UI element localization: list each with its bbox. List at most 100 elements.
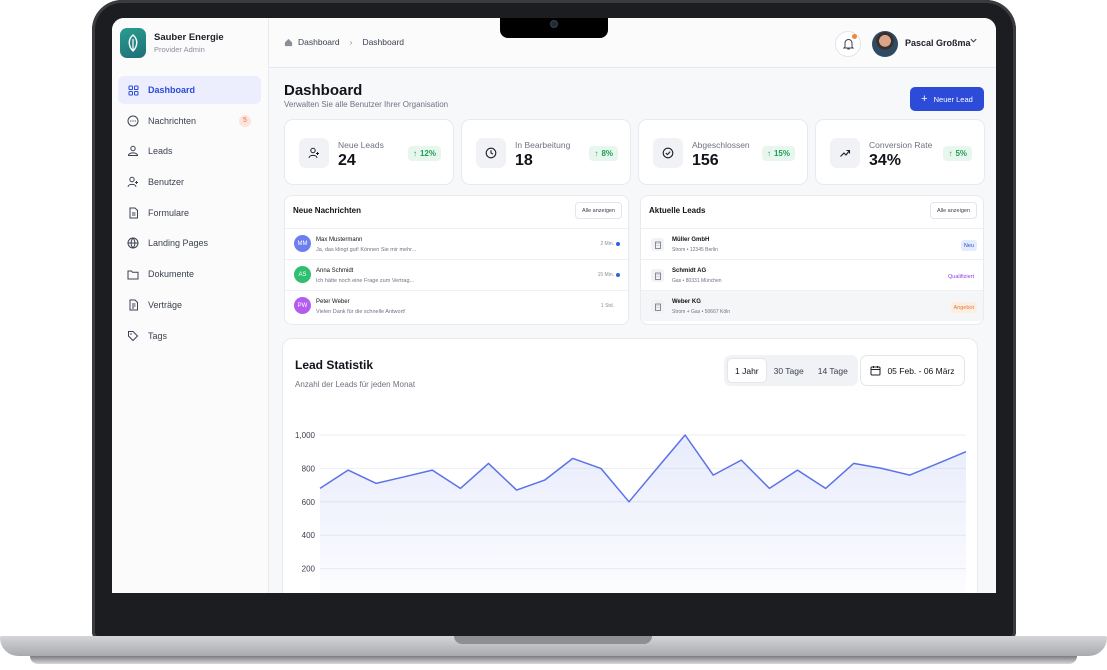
sidebar-item-nachrichten[interactable]: Nachrichten 5 — [118, 107, 261, 135]
y-tick-label: 200 — [302, 565, 316, 574]
leaf-logo-icon — [120, 28, 146, 58]
stat-card-conversion[interactable]: Conversion Rate 34% ↑ 5% — [815, 119, 985, 185]
lead-row[interactable]: Schmidt AG Gas • 80331 München Qualifizier… — [641, 259, 983, 290]
lead-detail: Gas • 80331 München — [672, 278, 722, 284]
arrow-up-icon: ↑ — [948, 149, 953, 158]
building-icon — [651, 238, 664, 251]
chat-icon — [126, 114, 140, 128]
series-area — [320, 435, 966, 593]
y-tick-label: 1,000 — [295, 431, 316, 440]
stat-card-in-progress[interactable]: In Bearbeitung 18 ↑ 8% — [461, 119, 631, 185]
grid-icon — [126, 83, 140, 97]
avatar[interactable] — [872, 31, 898, 57]
date-range-label: 05 Feb. - 06 März — [887, 365, 955, 376]
stat-label: Conversion Rate — [869, 140, 933, 150]
message-time: 1 Std. — [600, 303, 614, 309]
breadcrumb-item[interactable]: Dashboard — [298, 37, 340, 47]
user-plus-icon — [126, 175, 140, 189]
date-range-button[interactable]: 05 Feb. - 06 März — [860, 355, 965, 386]
chevron-down-icon[interactable] — [969, 36, 978, 45]
message-row[interactable]: MM Max Mustermann Ja, das klingt gut! Könn… — [285, 228, 628, 259]
arrow-up-icon: ↑ — [594, 149, 599, 158]
statistics-title: Lead Statistik — [295, 358, 374, 372]
check-circle-icon — [653, 138, 683, 168]
sidebar-item-formulare[interactable]: Formulare — [118, 199, 261, 227]
lead-row[interactable]: Müller GmbH Strom • 12345 Berlin Neu — [641, 228, 983, 259]
breadcrumb-item[interactable]: Dashboard — [362, 37, 405, 47]
status-badge: Neu — [960, 240, 977, 251]
avatar: MM — [294, 235, 311, 252]
show-all-messages-button[interactable]: Alle anzeigen — [574, 202, 622, 219]
notification-dot — [852, 34, 857, 39]
stat-card-new-leads[interactable]: Neue Leads 24 ↑ 12% — [284, 119, 454, 185]
new-lead-button[interactable]: + Neuer Lead — [910, 87, 984, 111]
message-preview: Ja, das klingt gut! Können Sie mir mehr.… — [316, 247, 417, 253]
lead-chart: 02004006008001,000 — [295, 431, 967, 593]
trend-badge: ↑ 12% — [407, 146, 441, 161]
sidebar-item-dokumente[interactable]: Dokumente — [118, 260, 261, 288]
lead-row[interactable]: Weber KG Strom + Gas • 50667 Köln Angebot — [641, 290, 983, 321]
messages-title: Neue Nachrichten — [293, 206, 362, 215]
sidebar-item-label: Dokumente — [148, 269, 195, 280]
stat-value: 18 — [515, 152, 533, 169]
sidebar-item-label: Landing Pages — [148, 238, 209, 249]
contract-icon — [126, 298, 140, 312]
page-title: Dashboard — [284, 82, 363, 99]
sidebar-item-tags[interactable]: Tags — [118, 322, 261, 350]
message-preview: Ich hätte noch eine Frage zum Vertrag... — [316, 278, 415, 284]
trend-value: 12% — [419, 149, 436, 158]
range-tab[interactable]: 30 Tage — [773, 365, 804, 376]
plus-icon: + — [921, 93, 928, 105]
message-sender: Anna Schmidt — [316, 268, 354, 274]
sidebar-item-benutzer[interactable]: Benutzer — [118, 168, 261, 196]
stat-value: 156 — [692, 152, 719, 169]
message-time: 2 Min. — [600, 241, 614, 247]
stat-label: Neue Leads — [338, 140, 384, 150]
stat-value: 34% — [869, 152, 902, 169]
sidebar-item-landing-pages[interactable]: Landing Pages — [118, 229, 261, 257]
message-preview: Vielen Dank für die schnelle Antwort! — [316, 309, 406, 315]
show-all-leads-button[interactable]: Alle anzeigen — [929, 202, 977, 219]
trend-badge: ↑ 15% — [761, 146, 795, 161]
top-bar: Dashboard › Dashboard Pascal Großma — [269, 18, 996, 68]
sidebar-item-label: Dashboard — [148, 85, 196, 95]
brand[interactable]: Sauber Energie Provider Admin — [120, 28, 224, 58]
trend-value: 8% — [601, 149, 613, 158]
range-tab[interactable]: 14 Tage — [817, 365, 848, 376]
notification-button[interactable] — [835, 31, 861, 57]
stat-card-completed[interactable]: Abgeschlossen 156 ↑ 15% — [638, 119, 808, 185]
brand-name: Sauber Energie — [154, 32, 224, 43]
message-row[interactable]: AS Anna Schmidt Ich hätte noch eine Frage … — [285, 259, 628, 290]
series-line — [319, 434, 967, 503]
stat-value: 24 — [338, 152, 356, 169]
range-tab[interactable]: 1 Jahr — [727, 358, 767, 383]
message-row[interactable]: PW Peter Weber Vielen Dank für die schnell… — [285, 290, 628, 321]
trend-up-icon — [830, 138, 860, 168]
sidebar-item-label: Benutzer — [148, 177, 185, 188]
y-tick-label: 600 — [302, 498, 316, 507]
stat-label: Abgeschlossen — [692, 140, 750, 150]
building-icon — [651, 300, 664, 313]
brand-subtitle: Provider Admin — [154, 45, 205, 54]
user-plus-icon — [299, 138, 329, 168]
trend-value: 5% — [955, 149, 967, 158]
document-icon — [126, 206, 140, 220]
home-icon[interactable] — [284, 38, 293, 47]
lead-name: Schmidt AG — [672, 268, 707, 274]
tag-icon — [126, 329, 140, 343]
message-sender: Peter Weber — [316, 299, 350, 305]
sidebar-item-leads[interactable]: Leads — [118, 137, 261, 165]
user-name[interactable]: Pascal Großma — [905, 38, 971, 48]
sidebar: Sauber Energie Provider Admin Dashboard N… — [112, 18, 269, 593]
unread-dot — [616, 273, 620, 277]
camera-icon — [550, 20, 558, 28]
statistics-subtitle: Anzahl der Leads für jeden Monat — [295, 380, 416, 389]
sidebar-item-label: Verträge — [148, 299, 183, 310]
page-subtitle: Verwalten Sie alle Benutzer Ihrer Organi… — [284, 100, 449, 109]
sidebar-item-vertr-ge[interactable]: Verträge — [118, 291, 261, 319]
sidebar-nav: Dashboard Nachrichten 5 Leads Benutzer Formul… — [118, 76, 261, 352]
sidebar-item-dashboard[interactable]: Dashboard — [118, 76, 261, 104]
status-badge: Angebot — [950, 302, 977, 313]
avatar: PW — [294, 297, 311, 314]
avatar: AS — [294, 266, 311, 283]
